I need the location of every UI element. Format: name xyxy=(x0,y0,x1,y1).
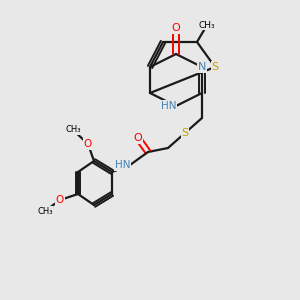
Text: CH₃: CH₃ xyxy=(65,125,81,134)
Text: O: O xyxy=(134,133,142,143)
Text: HN: HN xyxy=(115,160,130,170)
Text: S: S xyxy=(212,62,219,72)
Text: O: O xyxy=(172,23,180,33)
Text: O: O xyxy=(56,195,64,205)
Text: HN: HN xyxy=(160,101,176,111)
Text: CH₃: CH₃ xyxy=(199,20,215,29)
Text: CH₃: CH₃ xyxy=(37,206,53,215)
Text: O: O xyxy=(84,139,92,149)
Text: N: N xyxy=(198,62,206,72)
Text: S: S xyxy=(182,128,189,138)
